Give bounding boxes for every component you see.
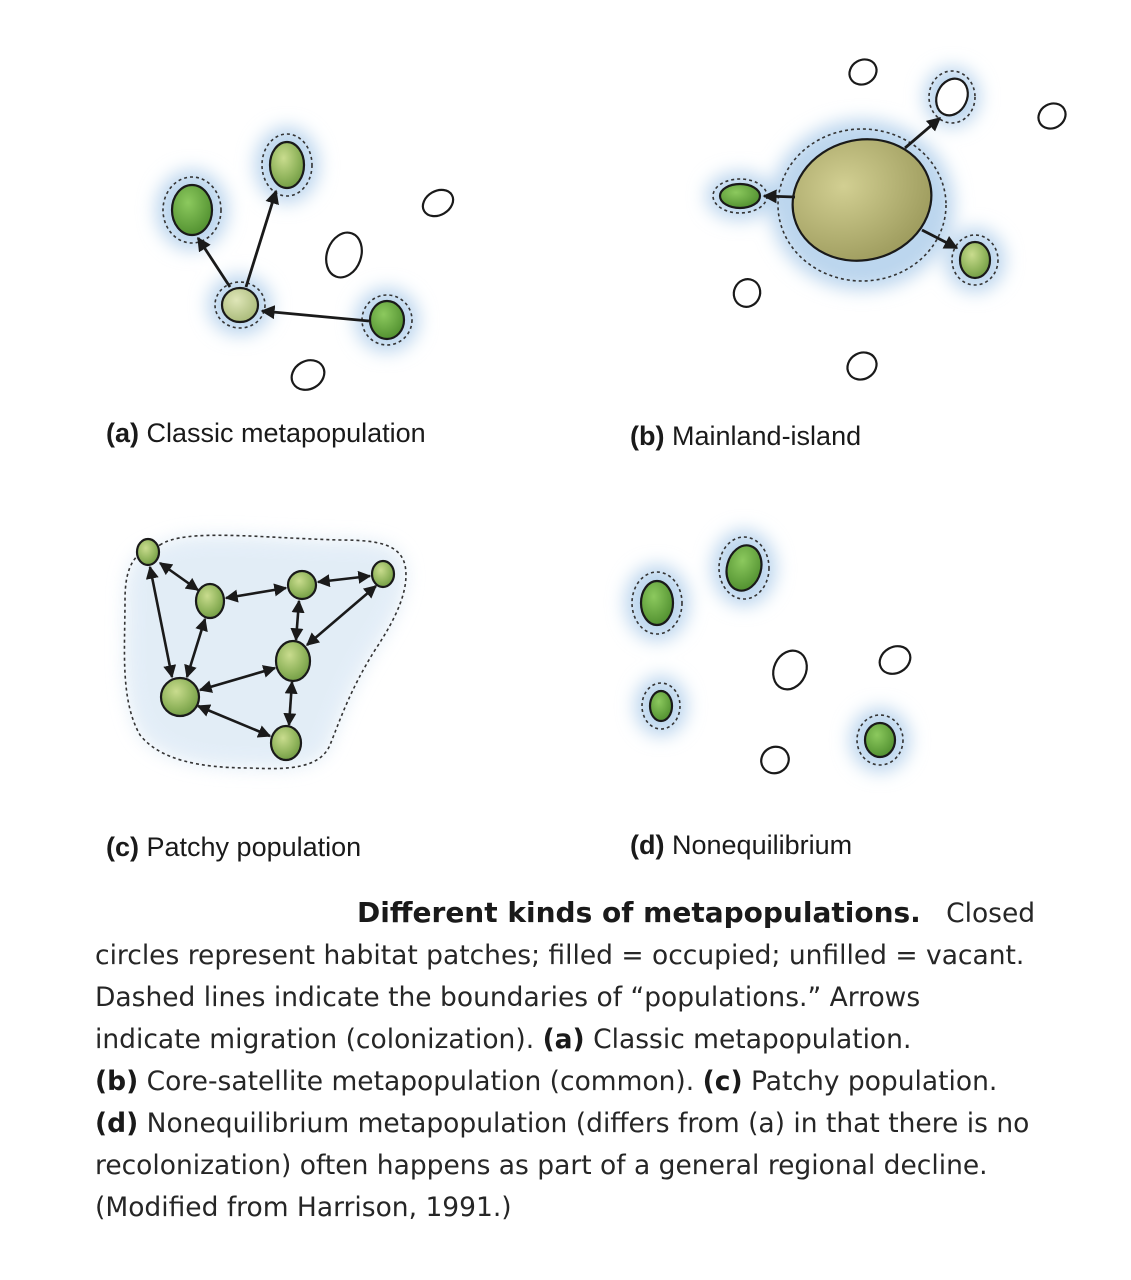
patch-occupied [286, 569, 318, 601]
migration-arrow [198, 665, 277, 693]
population-boundary [123, 534, 407, 770]
patch-vacant [935, 77, 969, 117]
patch-vacant [772, 649, 808, 691]
migration-arrow [260, 305, 370, 323]
migration-arrow [283, 680, 298, 727]
patch-vacant [848, 58, 878, 86]
migration-arrow [184, 617, 208, 679]
caption-title: Different kinds of metapopulations. [357, 896, 921, 929]
patch-occupied [863, 721, 897, 759]
migration-arrow [921, 228, 959, 250]
migration-arrow [290, 599, 305, 642]
patch-occupied [958, 240, 992, 280]
panel-d-label: (d) Nonequilibrium [630, 830, 853, 860]
patch-occupied [170, 183, 214, 237]
patch-occupied [368, 299, 406, 341]
migration-arrow [306, 585, 377, 646]
migration-arrow [224, 583, 288, 603]
patch-occupied [639, 579, 675, 627]
migration-arrow [316, 570, 372, 588]
migration-arrow [196, 704, 272, 738]
patch-vacant [878, 645, 912, 675]
patch-occupied [648, 689, 674, 723]
panel-c-label: (c) Patchy population [106, 832, 362, 862]
patch-occupied [194, 582, 226, 620]
patch-occupied [274, 639, 312, 683]
patch-vacant [1037, 102, 1067, 130]
mainland-patch [791, 138, 933, 262]
panel-c-diagram [123, 534, 407, 770]
panel-b-label: (b) Mainland-island [630, 421, 862, 451]
patch-occupied [135, 537, 161, 567]
patch-vacant [421, 188, 455, 218]
figure-caption: Different kinds of metapopulations. Clos… [95, 896, 1036, 1223]
migration-arrow [196, 236, 232, 288]
patch-vacant [290, 359, 326, 391]
patch-vacant [846, 351, 878, 381]
patch-occupied [718, 182, 762, 210]
patch-occupied [268, 140, 306, 190]
panel-a-diagram [156, 127, 455, 391]
patch-occupied [725, 544, 763, 592]
migration-arrow [145, 565, 177, 679]
patch-vacant [732, 278, 762, 308]
metapopulation-diagram [123, 58, 1067, 775]
migration-arrow [762, 189, 796, 204]
patch-occupied [370, 559, 396, 589]
panel-d-diagram [625, 530, 912, 775]
migration-arrow [904, 116, 942, 150]
migration-arrow [244, 189, 279, 288]
patch-vacant [760, 745, 790, 775]
patch-occupied [159, 676, 201, 718]
panel-a-label: (a) Classic metapopulation [106, 418, 426, 448]
patch-occupied [269, 724, 303, 762]
patch-occupied [220, 286, 260, 324]
patch-vacant [325, 231, 363, 279]
panel-b-diagram [706, 58, 1067, 381]
